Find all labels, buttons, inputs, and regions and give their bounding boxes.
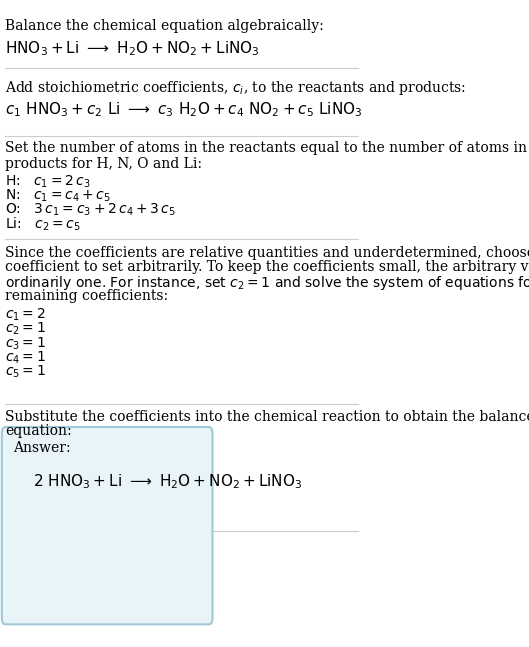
Text: $c_5 = 1$: $c_5 = 1$ (5, 364, 47, 380)
Text: Since the coefficients are relative quantities and underdetermined, choose a: Since the coefficients are relative quan… (5, 246, 529, 260)
Text: Balance the chemical equation algebraically:: Balance the chemical equation algebraica… (5, 19, 324, 34)
Text: Li:   $c_2 = c_5$: Li: $c_2 = c_5$ (5, 216, 81, 234)
Text: H:   $c_1 = 2\,c_3$: H: $c_1 = 2\,c_3$ (5, 173, 91, 190)
Text: $c_3 = 1$: $c_3 = 1$ (5, 335, 47, 351)
Text: remaining coefficients:: remaining coefficients: (5, 289, 169, 303)
Text: $c_1 = 2$: $c_1 = 2$ (5, 307, 46, 323)
Text: $2\ \mathrm{HNO_3} + \mathrm{Li} \ \longrightarrow \ \mathrm{H_2O} + \mathrm{NO_: $2\ \mathrm{HNO_3} + \mathrm{Li} \ \long… (33, 472, 302, 491)
Text: products for H, N, O and Li:: products for H, N, O and Li: (5, 157, 203, 171)
Text: Substitute the coefficients into the chemical reaction to obtain the balanced: Substitute the coefficients into the che… (5, 410, 529, 424)
Text: O:   $3\,c_1 = c_3 + 2\,c_4 + 3\,c_5$: O: $3\,c_1 = c_3 + 2\,c_4 + 3\,c_5$ (5, 202, 176, 218)
Text: equation:: equation: (5, 424, 72, 438)
Text: $c_4 = 1$: $c_4 = 1$ (5, 349, 47, 366)
Text: Set the number of atoms in the reactants equal to the number of atoms in the: Set the number of atoms in the reactants… (5, 141, 529, 155)
FancyBboxPatch shape (2, 427, 213, 624)
Text: N:   $c_1 = c_4 + c_5$: N: $c_1 = c_4 + c_5$ (5, 188, 111, 204)
Text: $c_1\ \mathrm{HNO_3} + c_2\ \mathrm{Li} \ \longrightarrow \ c_3\ \mathrm{H_2O} +: $c_1\ \mathrm{HNO_3} + c_2\ \mathrm{Li} … (5, 100, 363, 119)
Text: ordinarily one. For instance, set $c_2 = 1$ and solve the system of equations fo: ordinarily one. For instance, set $c_2 =… (5, 274, 529, 292)
Text: Add stoichiometric coefficients, $c_i$, to the reactants and products:: Add stoichiometric coefficients, $c_i$, … (5, 79, 467, 97)
Text: Answer:: Answer: (13, 441, 70, 455)
Text: coefficient to set arbitrarily. To keep the coefficients small, the arbitrary va: coefficient to set arbitrarily. To keep … (5, 260, 529, 274)
Text: $c_2 = 1$: $c_2 = 1$ (5, 321, 47, 337)
Text: $\mathrm{HNO_3 + Li \ \longrightarrow \ H_2O + NO_2 + LiNO_3}$: $\mathrm{HNO_3 + Li \ \longrightarrow \ … (5, 39, 260, 58)
